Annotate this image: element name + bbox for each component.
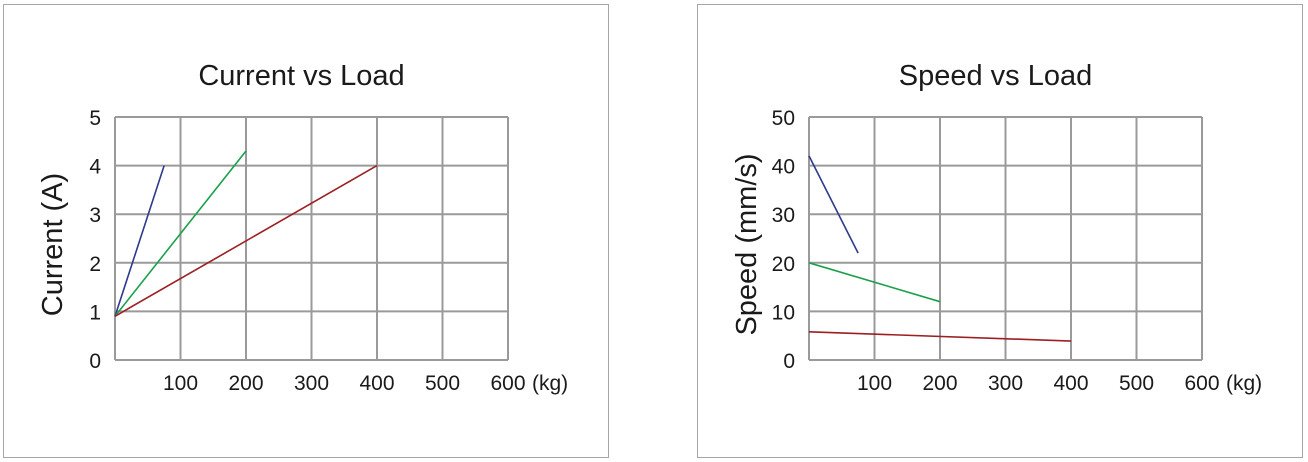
- series-line-1: [114, 150, 247, 317]
- x-tick-label: 600: [490, 372, 525, 395]
- chart-title: Current vs Load: [198, 60, 404, 92]
- x-tick-label: 400: [359, 372, 394, 395]
- y-tick-label: 0: [783, 350, 795, 373]
- series-line-2: [808, 331, 1072, 342]
- x-unit-label: (kg): [532, 372, 568, 395]
- series-line-0: [808, 155, 859, 254]
- series-line-0: [114, 165, 165, 317]
- y-tick-label: 10: [772, 301, 795, 324]
- y-axis-label: Current (A): [37, 173, 69, 316]
- x-tick-label: 400: [1053, 372, 1088, 395]
- x-tick-label: 200: [922, 372, 957, 395]
- x-tick-label: 600: [1184, 372, 1219, 395]
- y-tick-label: 20: [772, 253, 795, 276]
- y-tick-label: 30: [772, 204, 795, 227]
- y-tick-label: 3: [89, 204, 101, 227]
- x-tick-label: 100: [857, 372, 892, 395]
- y-tick-label: 40: [772, 156, 795, 179]
- y-tick-label: 2: [89, 253, 101, 276]
- x-tick-label: 100: [163, 372, 198, 395]
- series-line-1: [808, 262, 941, 303]
- chart-title: Speed vs Load: [899, 60, 1092, 92]
- x-tick-label: 300: [294, 372, 329, 395]
- x-tick-label: 500: [425, 372, 460, 395]
- y-tick-label: 1: [89, 301, 101, 324]
- x-unit-label: (kg): [1226, 372, 1262, 395]
- y-axis-label: Speed (mm/s): [731, 153, 763, 335]
- x-tick-label: 300: [988, 372, 1023, 395]
- y-tick-label: 5: [89, 107, 101, 130]
- chart-panel-speed: Speed vs Load 0 10 20 30 40 50 100 200 300 400 500 6…: [697, 4, 1303, 458]
- x-tick-label: 200: [228, 372, 263, 395]
- x-tick-label: 500: [1119, 372, 1154, 395]
- y-tick-label: 50: [772, 107, 795, 130]
- chart-panel-current: Current vs Load 0 1 2 3 4 5 100 200 300 400 500 600 (…: [3, 4, 609, 458]
- current-vs-load-chart: Current vs Load 0 1 2 3 4 5 100 200 300 400 500 600 (…: [37, 60, 568, 395]
- y-tick-label: 4: [89, 156, 101, 179]
- y-tick-label: 0: [89, 350, 101, 373]
- series-line-2: [114, 164, 378, 317]
- speed-vs-load-chart: Speed vs Load 0 10 20 30 40 50 100 200 300 400 500 6…: [731, 60, 1262, 395]
